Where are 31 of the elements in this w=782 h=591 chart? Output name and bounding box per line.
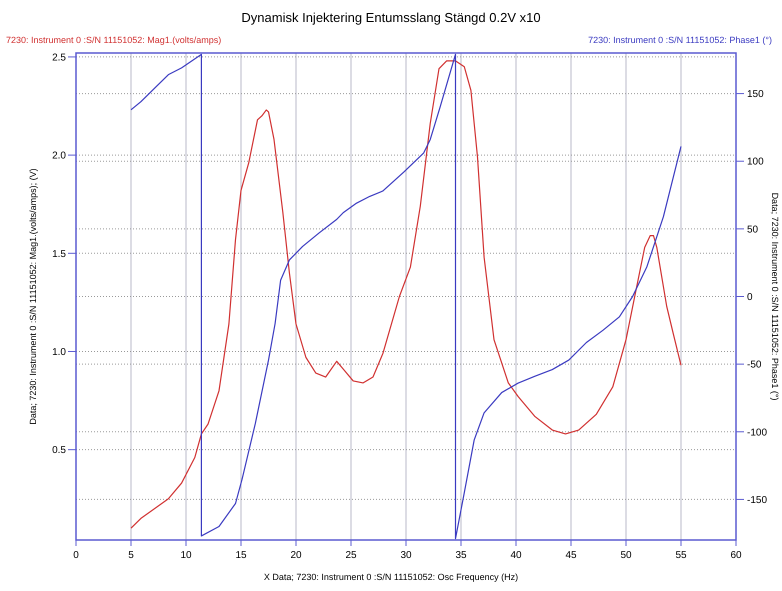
text: 7230: Instrument 0 :S/N 11151052: Phase1 (°)	[588, 35, 772, 45]
y2-tick-label: -50	[747, 360, 762, 371]
y2-axis-title: Data; 7230: Instrument 0 :S/N 11151052: Phase1 (°)	[770, 192, 780, 400]
x-tick-label: 10	[180, 550, 192, 561]
y2-tick-label: 150	[747, 89, 764, 100]
x-tick-label: 35	[455, 550, 467, 561]
x-tick-label: 30	[400, 550, 412, 561]
x-tick-label: 45	[565, 550, 577, 561]
text: 7230: Instrument 0 :S/N 11151052: Mag1.(volts/amps)	[6, 35, 222, 45]
chart-title: Dynamisk Injektering Entumsslang Stängd 0.2V x10	[241, 10, 541, 25]
x-tick-label: 25	[345, 550, 357, 561]
x-tick-label: 40	[510, 550, 522, 561]
y2-tick-label: 100	[747, 156, 764, 168]
x-tick-label: 50	[620, 550, 632, 561]
x-tick-label: 55	[675, 550, 687, 561]
x-tick-label: 5	[128, 550, 134, 561]
y-tick-label: 1.0	[52, 346, 66, 358]
y2-tick-label: -150	[747, 494, 768, 506]
y-axis-title: Data; 7230: Instrument 0 :S/N 11151052: Mag1.(volts/amps); (V)	[28, 168, 38, 425]
x-tick-label: 60	[730, 550, 742, 561]
x-tick-label: 20	[290, 550, 302, 561]
y2-tick-label: 0	[747, 292, 753, 303]
x-axis-title: X Data; 7230: Instrument 0 :S/N 11151052: Osc Frequency (Hz)	[264, 572, 518, 582]
y2-tick-label: -100	[747, 427, 768, 438]
y2-tick-label: 50	[747, 224, 759, 236]
x-tick-label: 0	[73, 550, 80, 561]
y-tick-label: 0.5	[52, 445, 66, 456]
y-tick-label: 2.5	[52, 52, 66, 64]
x-tick-label: 15	[235, 550, 247, 561]
y-tick-label: 1.5	[52, 248, 66, 260]
y-tick-label: 2.0	[52, 150, 66, 162]
